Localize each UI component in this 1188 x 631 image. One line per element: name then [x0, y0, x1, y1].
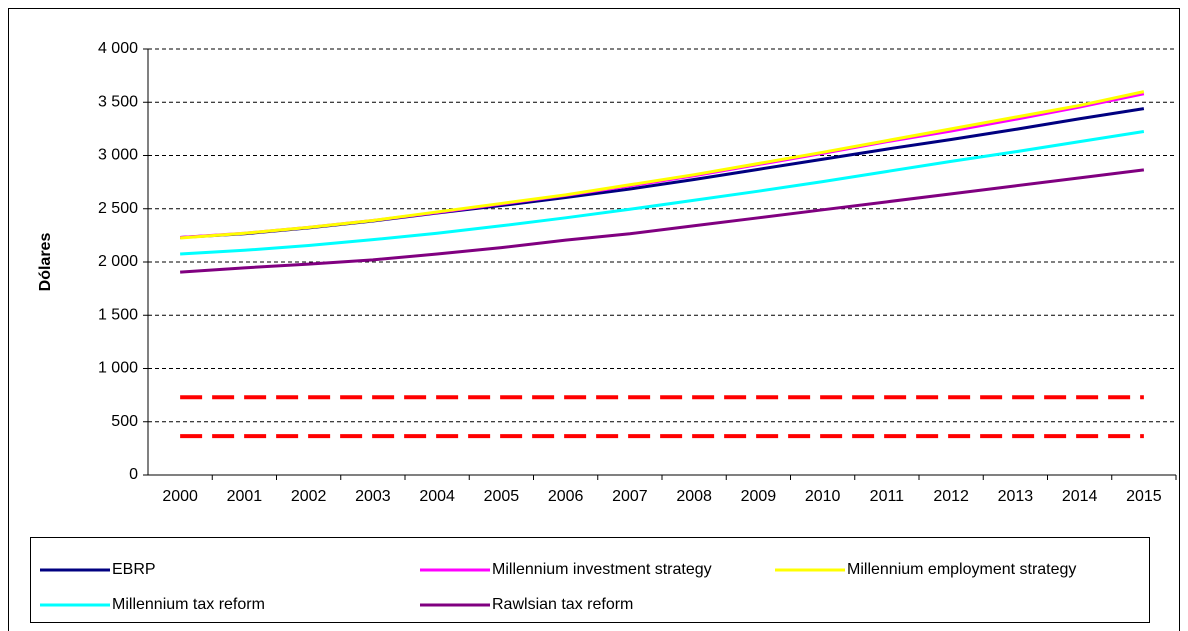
x-tick-label: 2000 — [162, 488, 198, 505]
chart-border — [8, 8, 1180, 631]
legend-label: Millennium tax reform — [112, 596, 265, 613]
y-tick-label: 1 000 — [98, 360, 138, 377]
y-tick-label: 1 500 — [98, 306, 138, 323]
series-line — [180, 130, 1145, 256]
y-tick-label: 3 000 — [98, 147, 138, 164]
y-tick-label: 3 500 — [98, 93, 138, 110]
series-line — [180, 168, 1145, 274]
x-tick-label: 2006 — [548, 488, 584, 505]
x-tick-label: 2004 — [419, 488, 455, 505]
x-tick-label: 2008 — [676, 488, 712, 505]
legend-label: Millennium employment strategy — [847, 561, 1076, 578]
x-tick-label: 2002 — [291, 488, 327, 505]
y-tick-label: 2 500 — [98, 200, 138, 217]
legend-label: EBRP — [112, 561, 156, 578]
x-tick-label: 2005 — [484, 488, 520, 505]
y-axis-label: Dólares — [37, 233, 54, 292]
x-tick-label: 2012 — [933, 488, 969, 505]
legend-label: Millennium investment strategy — [492, 561, 712, 578]
series-line — [180, 92, 1145, 240]
y-tick-label: 0 — [129, 466, 138, 483]
x-tick-label: 2009 — [741, 488, 777, 505]
y-tick-label: 500 — [111, 413, 138, 430]
series-line — [180, 90, 1145, 240]
x-tick-label: 2013 — [998, 488, 1034, 505]
x-tick-label: 2007 — [612, 488, 648, 505]
legend-label: Rawlsian tax reform — [492, 596, 633, 613]
x-tick-label: 2015 — [1126, 488, 1162, 505]
x-tick-label: 2011 — [870, 488, 905, 505]
x-tick-label: 2014 — [1062, 488, 1098, 505]
legend-box — [30, 537, 1150, 623]
x-tick-label: 2003 — [355, 488, 391, 505]
x-tick-label: 2010 — [805, 488, 841, 505]
y-tick-label: 4 000 — [98, 40, 138, 57]
y-tick-label: 2 000 — [98, 253, 138, 270]
series-line — [180, 107, 1145, 240]
x-tick-label: 2001 — [227, 488, 263, 505]
